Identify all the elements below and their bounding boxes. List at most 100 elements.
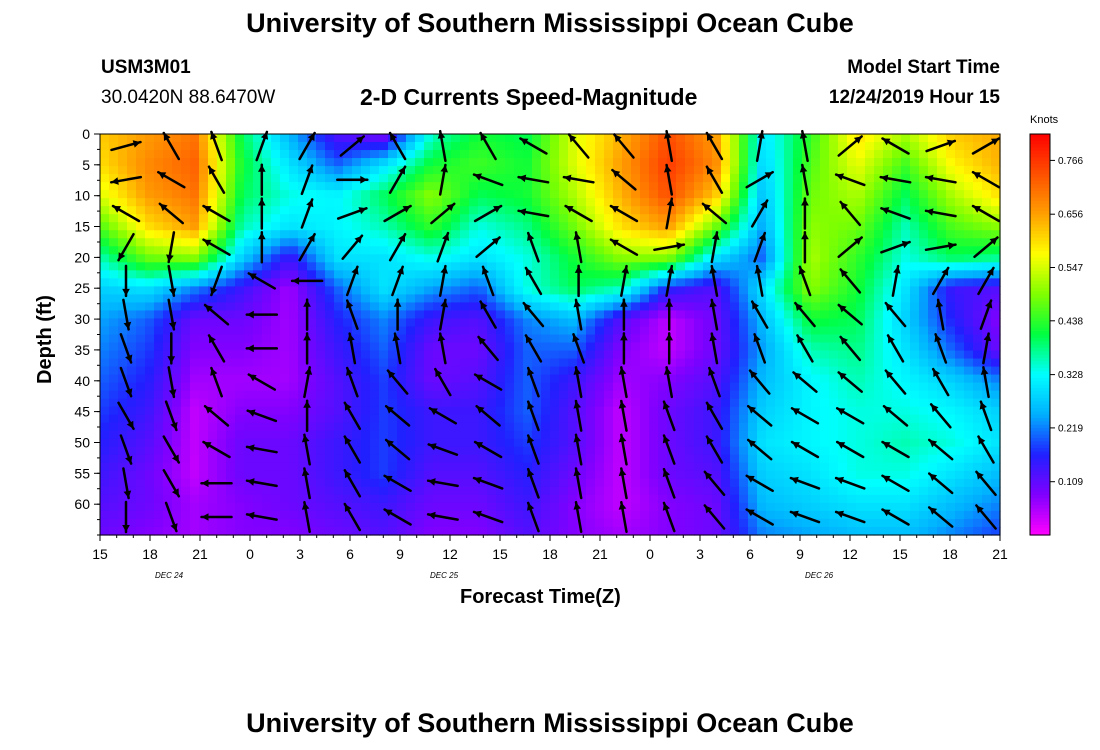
heat-cell (559, 382, 569, 392)
heat-cell (370, 150, 380, 159)
heat-cell (514, 294, 524, 304)
heat-cell (406, 246, 416, 255)
heat-cell (271, 358, 281, 368)
heat-cell (226, 198, 236, 207)
heat-cell (523, 526, 533, 536)
heat-cell (136, 230, 146, 239)
heat-cell (766, 398, 776, 408)
heat-cell (514, 270, 524, 279)
heat-cell (262, 414, 272, 424)
heat-cell (901, 510, 911, 520)
heat-cell (730, 398, 740, 408)
heat-cell (757, 366, 767, 376)
heat-cell (460, 454, 470, 464)
heat-cell (271, 526, 281, 536)
heat-cell (685, 350, 695, 360)
heat-cell (532, 462, 542, 472)
heat-cell (244, 526, 254, 536)
heat-cell (883, 478, 893, 488)
heat-cell (748, 134, 758, 143)
heat-cell (298, 422, 308, 432)
heat-cell (244, 422, 254, 432)
heat-cell (415, 270, 425, 279)
heat-cell (154, 366, 164, 376)
heat-cell (226, 430, 236, 440)
heat-cell (775, 398, 785, 408)
heat-cell (829, 342, 839, 352)
heat-cell (442, 262, 452, 271)
heat-cell (766, 366, 776, 376)
heat-cell (415, 278, 425, 287)
heat-cell (649, 310, 659, 320)
heat-cell (532, 174, 542, 183)
heat-cell (496, 254, 506, 263)
heat-cell (748, 430, 758, 440)
heat-cell (595, 502, 605, 512)
heat-cell (910, 278, 920, 287)
heat-cell (973, 350, 983, 360)
heat-cell (163, 462, 173, 472)
heat-cell (604, 494, 614, 504)
heat-cell (226, 350, 236, 360)
heat-cell (145, 422, 155, 432)
heat-cell (433, 158, 443, 167)
heat-cell (181, 518, 191, 528)
heat-cell (910, 294, 920, 304)
heat-cell (127, 406, 137, 416)
heat-cell (478, 350, 488, 360)
heat-cell (631, 438, 641, 448)
heat-cell (910, 310, 920, 320)
heat-cell (694, 326, 704, 336)
heat-cell (100, 182, 110, 191)
heat-cell (964, 238, 974, 247)
heat-cell (118, 318, 128, 328)
heat-cell (631, 510, 641, 520)
heat-cell (847, 238, 857, 247)
heat-cell (838, 182, 848, 191)
heat-cell (712, 438, 722, 448)
heat-cell (676, 526, 686, 536)
heat-cell (190, 430, 200, 440)
heat-cell (406, 222, 416, 231)
heat-cell (118, 270, 128, 279)
heat-cell (721, 518, 731, 528)
heat-cell (811, 158, 821, 167)
heat-cell (559, 158, 569, 167)
heat-cell (451, 438, 461, 448)
heat-cell (928, 390, 938, 400)
heat-cell (496, 414, 506, 424)
heat-cell (208, 174, 218, 183)
heat-cell (352, 358, 362, 368)
heat-cell (874, 286, 884, 295)
heat-cell (658, 526, 668, 536)
heat-cell (469, 486, 479, 496)
heat-cell (307, 342, 317, 352)
heat-cell (127, 526, 137, 536)
heat-cell (388, 230, 398, 239)
heat-cell (154, 182, 164, 191)
heat-cell (811, 382, 821, 392)
heat-cell (406, 262, 416, 271)
heat-cell (505, 374, 515, 384)
heat-cell (973, 142, 983, 151)
heat-cell (469, 310, 479, 320)
heat-cell (586, 438, 596, 448)
heat-cell (937, 510, 947, 520)
heat-cell (307, 510, 317, 520)
heat-cell (946, 358, 956, 368)
heat-cell (478, 382, 488, 392)
heat-cell (784, 174, 794, 183)
heat-cell (631, 342, 641, 352)
heat-cell (865, 326, 875, 336)
heat-cell (460, 358, 470, 368)
heat-cell (667, 318, 677, 328)
heat-cell (460, 318, 470, 328)
heat-cell (883, 254, 893, 263)
heat-cell (514, 150, 524, 159)
heat-cell (397, 470, 407, 480)
heat-cell (199, 350, 209, 360)
heat-cell (910, 438, 920, 448)
heat-cell (595, 470, 605, 480)
heat-cell (910, 526, 920, 536)
heat-cell (946, 278, 956, 287)
